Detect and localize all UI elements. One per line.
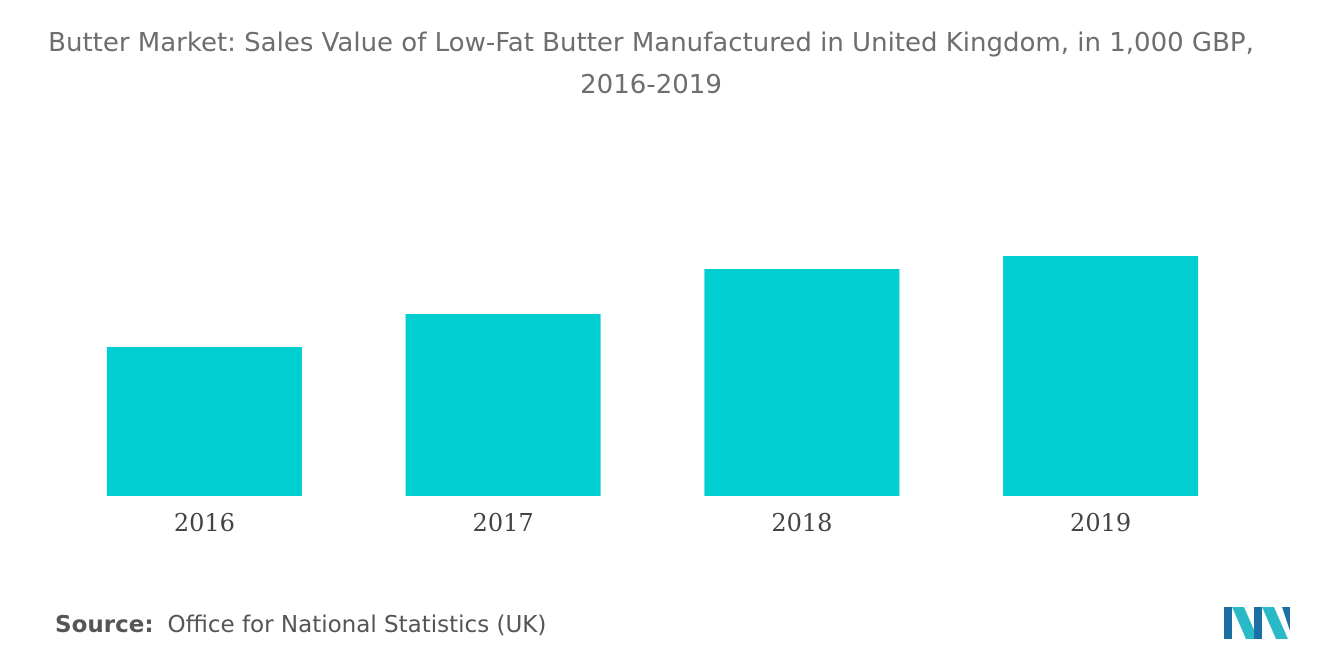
x-tick-label-2016: 2016 xyxy=(174,509,235,537)
source-text: Office for National Statistics (UK) xyxy=(167,612,547,638)
source-label: Source: xyxy=(55,612,154,638)
bar-2019 xyxy=(1003,256,1199,496)
mordor-intelligence-logo-icon xyxy=(1224,607,1290,639)
bar-2016 xyxy=(106,347,302,496)
x-tick-label-group: 2016 2017 2018 2019 xyxy=(174,509,1131,537)
bar-group xyxy=(106,256,1199,496)
x-tick-label-2019: 2019 xyxy=(1070,509,1131,537)
x-tick-label-2018: 2018 xyxy=(771,509,832,537)
x-tick-label-2017: 2017 xyxy=(473,509,534,537)
chart-title: Butter Market: Sales Value of Low-Fat Bu… xyxy=(0,22,1302,106)
bar-2018 xyxy=(704,269,900,496)
chart-title-line-1: Butter Market: Sales Value of Low-Fat Bu… xyxy=(48,28,1254,58)
chart-title-line-2: 2016-2019 xyxy=(580,70,722,100)
bar-2017 xyxy=(405,314,601,496)
source-note: Source: Office for National Statistics (U… xyxy=(55,612,546,638)
